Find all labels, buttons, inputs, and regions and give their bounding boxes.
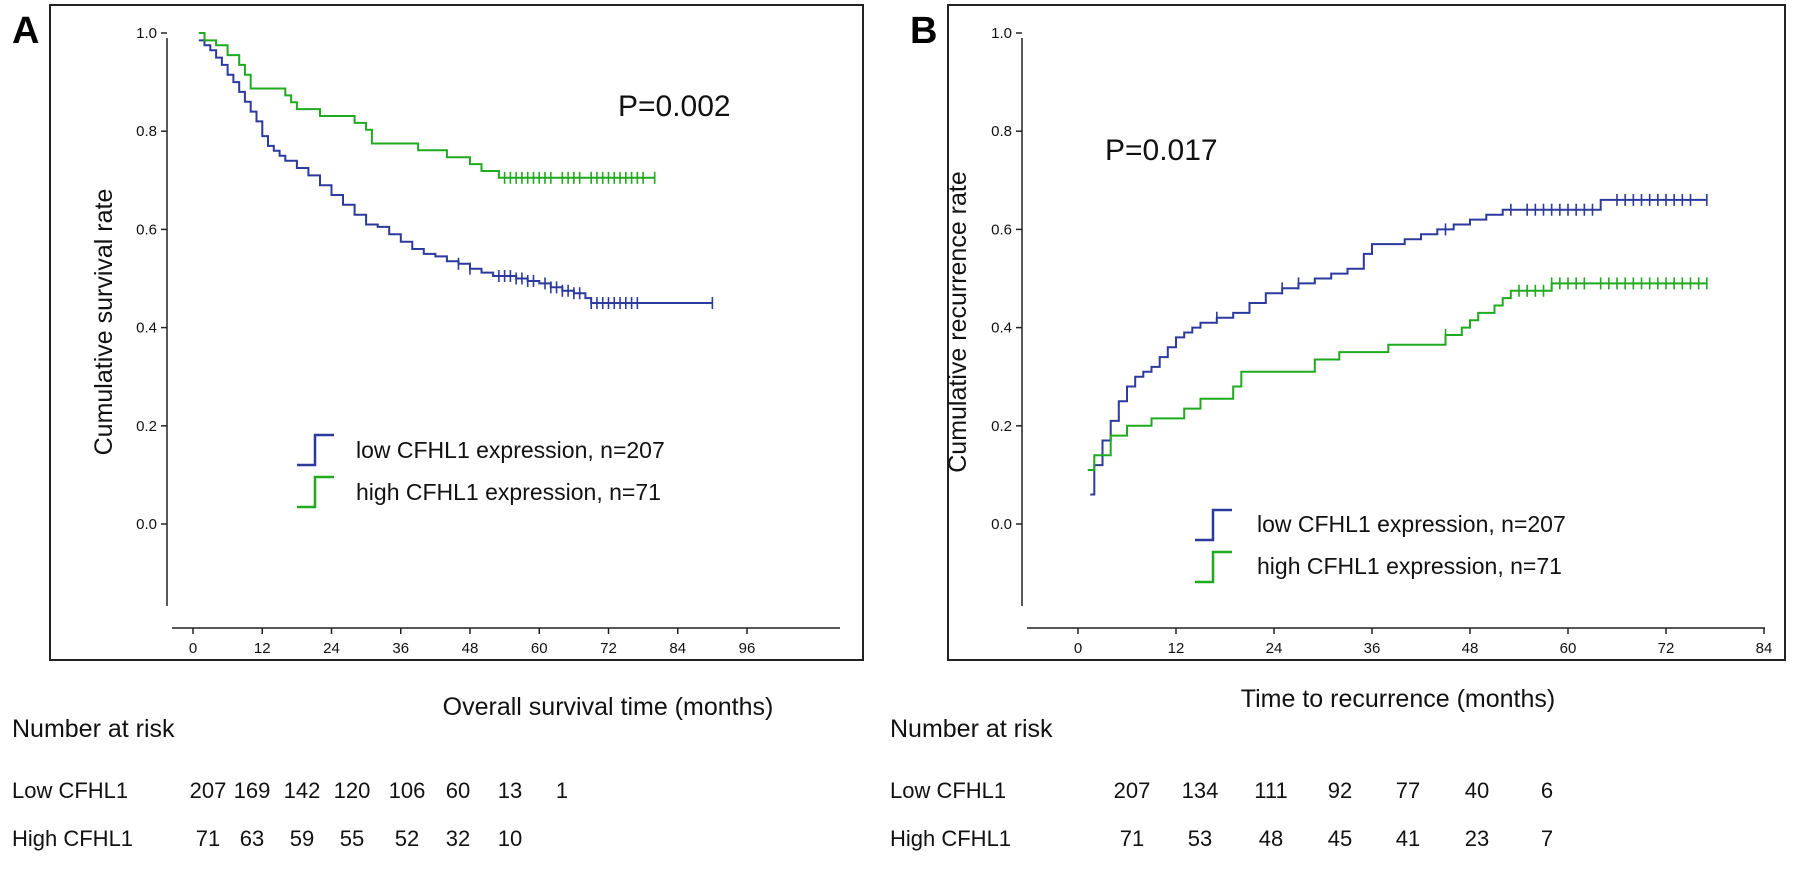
- x-tick-label: 60: [1560, 640, 1577, 657]
- x-tick-label: 84: [669, 640, 686, 657]
- y-tick-label: 0.0: [991, 516, 1012, 533]
- legend: low CFHL1 expression, n=207 high CFHL1 e…: [297, 433, 665, 509]
- risk-value: 71: [1120, 826, 1144, 851]
- risk-value: 52: [395, 826, 419, 851]
- risk-value: 60: [446, 778, 470, 803]
- risk-value: 77: [1396, 778, 1420, 803]
- curve-low: [1090, 198, 1707, 496]
- y-tick-label: 0.8: [136, 123, 157, 140]
- x-tick-label: 72: [1658, 640, 1675, 657]
- legend-high-label: high CFHL1 expression, n=71: [1257, 553, 1562, 579]
- y-tick-label: 1.0: [136, 25, 157, 42]
- curve-low: [198, 39, 713, 304]
- x-tick-label: 36: [1364, 640, 1381, 657]
- risk-table: Low CFHL1 207 134 111 92 77 40 6 High CFHL1 71 53 4…: [890, 778, 1553, 851]
- risk-value: 53: [1188, 826, 1212, 851]
- x-ticks: 0 12 24 36 48 60 72 84 96: [189, 628, 756, 657]
- y-axis-title: Cumulative survival rate: [90, 189, 118, 456]
- risk-row-label: High CFHL1: [12, 826, 133, 851]
- p-value: P=0.017: [1105, 134, 1218, 167]
- legend-high-label: high CFHL1 expression, n=71: [356, 479, 661, 505]
- curve-high: [198, 32, 655, 179]
- x-axis-title: Overall survival time (months): [443, 693, 774, 721]
- risk-value: 111: [1254, 778, 1287, 803]
- legend-low-symbol: [297, 433, 334, 467]
- risk-value: 1: [556, 778, 568, 803]
- recurrence-curves: [1087, 193, 1708, 496]
- curve-high: [1087, 282, 1707, 471]
- x-tick-label: 24: [323, 640, 340, 657]
- risk-value: 7: [1541, 826, 1553, 851]
- x-tick-label: 36: [392, 640, 409, 657]
- legend-high-symbol: [297, 475, 334, 509]
- y-axis-title: Cumulative recurrence rate: [944, 171, 972, 473]
- risk-value: 207: [1114, 778, 1151, 803]
- risk-value: 92: [1328, 778, 1352, 803]
- x-tick-label: 96: [739, 640, 756, 657]
- risk-value: 41: [1396, 826, 1420, 851]
- risk-row-label: Low CFHL1: [890, 778, 1006, 803]
- p-value: P=0.002: [618, 90, 731, 123]
- y-tick-label: 0.0: [136, 516, 157, 533]
- panel-a: A 0.0 0.2 0.4 0.6 0.8 1.0 0 12 24 36 48 60 72 84 96 C…: [12, 4, 864, 851]
- x-tick-label: 60: [531, 640, 548, 657]
- y-tick-label: 0.4: [136, 320, 157, 337]
- y-ticks: 0.0 0.2 0.4 0.6 0.8 1.0: [136, 25, 167, 533]
- risk-value: 40: [1465, 778, 1489, 803]
- risk-value: 120: [334, 778, 371, 803]
- y-tick-label: 0.6: [136, 221, 157, 238]
- risk-value: 23: [1465, 826, 1489, 851]
- x-tick-label: 72: [600, 640, 617, 657]
- risk-table: Low CFHL1 207 169 142 120 106 60 13 1 High CFHL1 7…: [12, 778, 568, 851]
- y-tick-label: 0.8: [991, 123, 1012, 140]
- legend-high-symbol: [1195, 550, 1232, 584]
- risk-table-title: Number at risk: [12, 715, 175, 743]
- risk-table-title: Number at risk: [890, 715, 1053, 743]
- y-tick-label: 0.2: [991, 418, 1012, 435]
- x-tick-label: 0: [189, 640, 197, 657]
- risk-value: 63: [240, 826, 264, 851]
- y-ticks: 0.0 0.2 0.4 0.6 0.8 1.0: [991, 25, 1022, 533]
- legend: low CFHL1 expression, n=207 high CFHL1 e…: [1195, 508, 1566, 584]
- risk-value: 48: [1259, 826, 1283, 851]
- plot-frame: [947, 4, 1786, 661]
- plot-frame: [49, 4, 864, 661]
- risk-value: 32: [446, 826, 470, 851]
- risk-value: 142: [284, 778, 321, 803]
- risk-value: 71: [196, 826, 220, 851]
- x-tick-label: 84: [1756, 640, 1773, 657]
- legend-low-label: low CFHL1 expression, n=207: [356, 437, 665, 463]
- risk-value: 55: [340, 826, 364, 851]
- y-tick-label: 1.0: [991, 25, 1012, 42]
- legend-low-label: low CFHL1 expression, n=207: [1257, 511, 1566, 537]
- y-tick-label: 0.2: [136, 418, 157, 435]
- y-tick-label: 0.4: [991, 320, 1012, 337]
- y-tick-label: 0.6: [991, 221, 1012, 238]
- x-tick-label: 48: [1462, 640, 1479, 657]
- risk-value: 45: [1328, 826, 1352, 851]
- legend-low-symbol: [1195, 508, 1232, 542]
- risk-value: 59: [290, 826, 314, 851]
- x-tick-label: 48: [462, 640, 479, 657]
- risk-value: 207: [190, 778, 227, 803]
- x-tick-label: 0: [1074, 640, 1082, 657]
- x-tick-label: 24: [1266, 640, 1283, 657]
- risk-value: 106: [389, 778, 426, 803]
- risk-value: 13: [498, 778, 522, 803]
- x-tick-label: 12: [1168, 640, 1185, 657]
- panel-letter: B: [910, 10, 937, 52]
- x-ticks: 0 12 24 36 48 60 72 84: [1074, 628, 1773, 657]
- x-axis-title: Time to recurrence (months): [1241, 685, 1555, 713]
- risk-value: 10: [498, 826, 522, 851]
- risk-value: 134: [1182, 778, 1219, 803]
- panel-b: B 0.0 0.2 0.4 0.6 0.8 1.0 0 12 24 36 48 60 72 84 Cum…: [890, 4, 1786, 851]
- risk-value: 169: [234, 778, 271, 803]
- survival-curves: [198, 32, 714, 310]
- x-tick-label: 12: [254, 640, 271, 657]
- panel-letter: A: [12, 10, 39, 52]
- risk-row-label: Low CFHL1: [12, 778, 128, 803]
- risk-row-label: High CFHL1: [890, 826, 1011, 851]
- risk-value: 6: [1541, 778, 1553, 803]
